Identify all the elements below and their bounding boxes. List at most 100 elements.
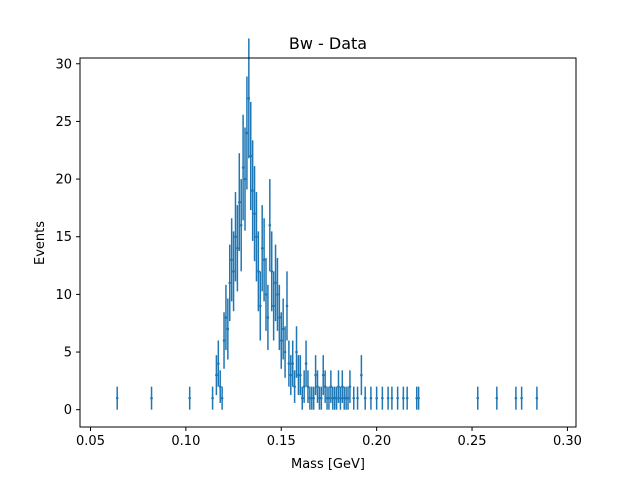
data-point xyxy=(297,373,300,377)
data-point xyxy=(323,385,327,388)
data-point xyxy=(360,373,363,377)
data-point xyxy=(318,396,321,400)
data-point xyxy=(224,316,228,319)
x-tick-label: 0.05 xyxy=(76,434,105,449)
data-point xyxy=(283,350,287,354)
data-point xyxy=(295,350,298,354)
data-point xyxy=(239,223,243,227)
data-point xyxy=(289,373,293,377)
data-point xyxy=(299,373,302,377)
data-point xyxy=(215,373,218,377)
y-axis-title: Events xyxy=(33,221,48,265)
x-tick-label: 0.10 xyxy=(171,434,200,449)
data-point xyxy=(535,396,539,400)
data-point xyxy=(249,154,253,158)
data-point xyxy=(220,396,224,400)
data-point xyxy=(417,396,420,400)
data-point xyxy=(228,281,232,285)
y-tick-label: 10 xyxy=(55,288,72,303)
data-layer xyxy=(115,38,539,410)
data-point xyxy=(276,293,279,296)
data-point xyxy=(356,396,359,400)
data-point xyxy=(390,396,394,400)
y-tick-label: 30 xyxy=(55,57,72,72)
data-point xyxy=(321,373,325,377)
data-point xyxy=(476,396,480,400)
data-point xyxy=(333,396,336,400)
data-point xyxy=(306,385,310,388)
data-point xyxy=(247,97,251,100)
data-point xyxy=(352,396,356,400)
chart-title: Bw - Data xyxy=(289,34,367,53)
data-point xyxy=(285,304,289,308)
data-point xyxy=(268,223,272,227)
data-point xyxy=(327,396,331,400)
data-point xyxy=(293,385,296,388)
data-point xyxy=(344,396,348,400)
data-point xyxy=(266,316,270,319)
data-point xyxy=(325,396,329,400)
data-point xyxy=(272,304,275,308)
x-tick-label: 0.20 xyxy=(362,434,391,449)
data-point xyxy=(218,385,222,388)
data-point xyxy=(302,385,306,388)
data-point xyxy=(230,258,233,262)
data-point xyxy=(291,362,295,365)
data-point xyxy=(341,385,344,388)
data-point xyxy=(222,339,226,342)
data-point xyxy=(308,396,312,400)
y-tick-label: 5 xyxy=(64,346,72,361)
data-point xyxy=(279,339,283,342)
data-point xyxy=(320,396,323,400)
x-tick-label: 0.30 xyxy=(553,434,582,449)
data-point xyxy=(495,396,499,400)
data-point xyxy=(375,396,378,400)
y-tick-label: 20 xyxy=(55,173,72,188)
data-point xyxy=(257,270,260,273)
data-point xyxy=(243,177,247,181)
y-tick-label: 15 xyxy=(55,230,72,245)
data-point xyxy=(314,373,317,377)
data-point xyxy=(232,270,235,273)
data-point xyxy=(258,304,262,308)
data-point xyxy=(402,396,405,400)
x-axis-title: Mass [GeV] xyxy=(291,457,365,472)
data-point xyxy=(335,396,338,400)
data-point xyxy=(241,166,245,169)
y-tick-label: 25 xyxy=(55,115,72,130)
data-point xyxy=(331,396,335,400)
data-point xyxy=(234,235,237,239)
data-point xyxy=(396,396,399,400)
data-point xyxy=(339,396,342,400)
y-axis: 0 5 10 15 20 25 30 xyxy=(55,57,80,418)
data-point xyxy=(287,362,291,365)
data-point xyxy=(369,396,373,400)
data-point xyxy=(245,131,249,135)
data-point xyxy=(260,246,264,250)
data-point xyxy=(278,316,281,319)
data-point xyxy=(329,385,333,388)
data-point xyxy=(150,396,153,400)
data-point xyxy=(405,396,409,400)
data-point xyxy=(304,362,308,365)
y-tick-label: 0 xyxy=(64,403,72,418)
data-point xyxy=(346,396,350,400)
data-point xyxy=(211,396,214,400)
data-point xyxy=(386,396,390,400)
data-point xyxy=(217,362,220,365)
data-point xyxy=(520,396,523,400)
data-point xyxy=(270,270,274,273)
data-point xyxy=(312,396,315,400)
data-point xyxy=(310,396,314,400)
x-tick-label: 0.25 xyxy=(458,434,487,449)
data-point xyxy=(281,327,285,331)
x-axis: 0.05 0.10 0.15 0.20 0.25 0.30 xyxy=(76,427,582,449)
data-point xyxy=(342,396,346,400)
data-point xyxy=(300,396,304,400)
data-point xyxy=(514,396,518,400)
plot-frame xyxy=(79,57,577,428)
data-point xyxy=(236,246,239,250)
data-point xyxy=(188,396,191,400)
data-point xyxy=(381,396,384,400)
